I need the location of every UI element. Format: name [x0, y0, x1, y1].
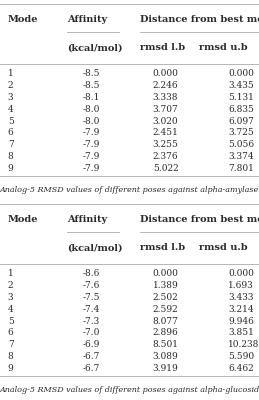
Text: 0.000: 0.000 [228, 69, 254, 78]
Text: 7: 7 [8, 340, 13, 349]
Text: 3.707: 3.707 [153, 105, 178, 114]
Text: 3.338: 3.338 [153, 93, 178, 102]
Text: -7.9: -7.9 [83, 152, 100, 161]
Text: Distance from best mode: Distance from best mode [140, 216, 259, 224]
Text: Analog-5 RMSD values of different poses against alpha-amylase: Analog-5 RMSD values of different poses … [0, 186, 259, 194]
Text: 5.022: 5.022 [153, 164, 178, 173]
Text: 1.389: 1.389 [153, 281, 178, 290]
Text: -6.7: -6.7 [83, 364, 100, 373]
Text: 5: 5 [8, 116, 14, 126]
Text: 2: 2 [8, 281, 13, 290]
Text: 3.725: 3.725 [228, 128, 254, 137]
Text: 1: 1 [8, 269, 13, 278]
Text: -7.9: -7.9 [83, 164, 100, 173]
Text: 4: 4 [8, 105, 13, 114]
Text: -7.5: -7.5 [83, 293, 100, 302]
Text: 9: 9 [8, 164, 13, 173]
Text: 3.255: 3.255 [153, 140, 179, 149]
Text: 10.238: 10.238 [228, 340, 259, 349]
Text: -8.1: -8.1 [83, 93, 100, 102]
Text: Distance from best mode: Distance from best mode [140, 16, 259, 24]
Text: 3: 3 [8, 293, 13, 302]
Text: 3.435: 3.435 [228, 81, 254, 90]
Text: 6: 6 [8, 128, 13, 137]
Text: 8: 8 [8, 152, 13, 161]
Text: 9: 9 [8, 364, 13, 373]
Text: 6: 6 [8, 328, 13, 337]
Text: Affinity: Affinity [67, 216, 107, 224]
Text: 8.077: 8.077 [153, 316, 179, 326]
Text: 0.000: 0.000 [228, 269, 254, 278]
Text: 0.000: 0.000 [153, 269, 179, 278]
Text: Analog-5 RMSD values of different poses against alpha-glucosidase: Analog-5 RMSD values of different poses … [0, 386, 259, 394]
Text: 5.590: 5.590 [228, 352, 254, 361]
Text: 3.020: 3.020 [153, 116, 178, 126]
Text: 2: 2 [8, 81, 13, 90]
Text: 2.896: 2.896 [153, 328, 178, 337]
Text: 3.374: 3.374 [228, 152, 254, 161]
Text: -7.6: -7.6 [83, 281, 100, 290]
Text: -7.4: -7.4 [83, 305, 100, 314]
Text: -7.9: -7.9 [83, 140, 100, 149]
Text: 3.089: 3.089 [153, 352, 178, 361]
Text: -7.0: -7.0 [83, 328, 100, 337]
Text: 6.462: 6.462 [228, 364, 254, 373]
Text: 9.946: 9.946 [228, 316, 254, 326]
Text: 8: 8 [8, 352, 13, 361]
Text: Mode: Mode [8, 216, 38, 224]
Text: 3.433: 3.433 [228, 293, 253, 302]
Text: rmsd l.b: rmsd l.b [140, 244, 185, 252]
Text: 1: 1 [8, 69, 13, 78]
Text: 8.501: 8.501 [153, 340, 179, 349]
Text: -8.5: -8.5 [83, 69, 100, 78]
Text: 3.919: 3.919 [153, 364, 178, 373]
Text: -8.6: -8.6 [83, 269, 100, 278]
Text: -6.7: -6.7 [83, 352, 100, 361]
Text: -6.9: -6.9 [83, 340, 100, 349]
Text: -7.3: -7.3 [83, 316, 100, 326]
Text: (kcal/mol): (kcal/mol) [67, 244, 123, 252]
Text: rmsd u.b: rmsd u.b [199, 44, 248, 52]
Text: -8.0: -8.0 [83, 105, 100, 114]
Text: 2.376: 2.376 [153, 152, 178, 161]
Text: Mode: Mode [8, 16, 38, 24]
Text: -8.0: -8.0 [83, 116, 100, 126]
Text: 1.693: 1.693 [228, 281, 254, 290]
Text: (kcal/mol): (kcal/mol) [67, 44, 123, 52]
Text: 0.000: 0.000 [153, 69, 179, 78]
Text: 6.097: 6.097 [228, 116, 254, 126]
Text: 2.502: 2.502 [153, 293, 178, 302]
Text: 3.851: 3.851 [228, 328, 254, 337]
Text: 2.246: 2.246 [153, 81, 178, 90]
Text: 7.801: 7.801 [228, 164, 254, 173]
Text: rmsd l.b: rmsd l.b [140, 44, 185, 52]
Text: 6.835: 6.835 [228, 105, 254, 114]
Text: 2.592: 2.592 [153, 305, 178, 314]
Text: 5: 5 [8, 316, 14, 326]
Text: 3.214: 3.214 [228, 305, 254, 314]
Text: -8.5: -8.5 [83, 81, 100, 90]
Text: 7: 7 [8, 140, 13, 149]
Text: 3: 3 [8, 93, 13, 102]
Text: 2.451: 2.451 [153, 128, 179, 137]
Text: Affinity: Affinity [67, 16, 107, 24]
Text: 5.131: 5.131 [228, 93, 254, 102]
Text: rmsd u.b: rmsd u.b [199, 244, 248, 252]
Text: -7.9: -7.9 [83, 128, 100, 137]
Text: 4: 4 [8, 305, 13, 314]
Text: 5.056: 5.056 [228, 140, 254, 149]
